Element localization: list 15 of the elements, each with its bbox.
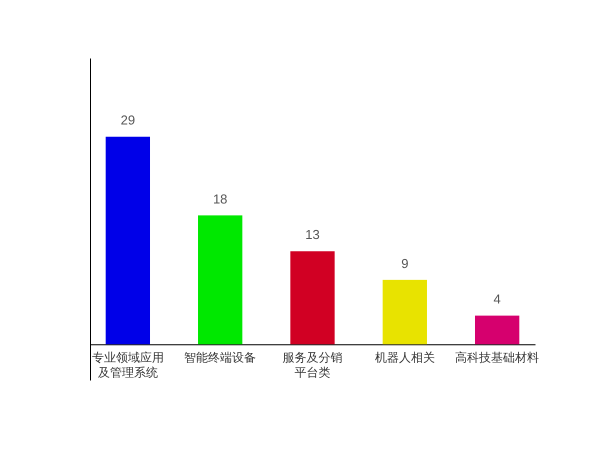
data-label: 9 (401, 256, 408, 271)
x-tick-label: 专业领域应用及管理系统 (92, 350, 164, 380)
bar (474, 316, 520, 344)
data-label: 4 (494, 292, 501, 307)
bar (198, 215, 242, 344)
data-label: 13 (305, 227, 320, 242)
bar (382, 280, 427, 344)
x-tick-label: 机器人相关 (374, 350, 435, 365)
data-label: 29 (120, 112, 136, 128)
x-tick-label: 服务及分销平台类 (282, 350, 342, 380)
bar (106, 136, 150, 344)
x-tick-label: 智能终端设备 (184, 350, 256, 365)
bar (290, 251, 335, 344)
data-label: 18 (212, 191, 228, 206)
x-tick-label: 高科技基础材料 (455, 350, 540, 365)
